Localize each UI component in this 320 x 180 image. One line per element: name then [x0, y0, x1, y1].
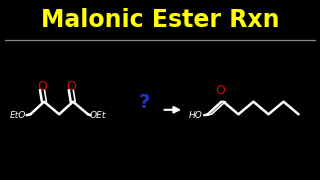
Text: HO: HO [188, 111, 202, 120]
Text: O: O [215, 84, 225, 96]
Text: Malonic Ester Rxn: Malonic Ester Rxn [41, 8, 279, 32]
Text: ?: ? [138, 93, 150, 112]
Text: OEt: OEt [89, 111, 106, 120]
Text: O: O [66, 80, 76, 93]
Text: EtO: EtO [9, 111, 26, 120]
Text: O: O [37, 80, 47, 93]
